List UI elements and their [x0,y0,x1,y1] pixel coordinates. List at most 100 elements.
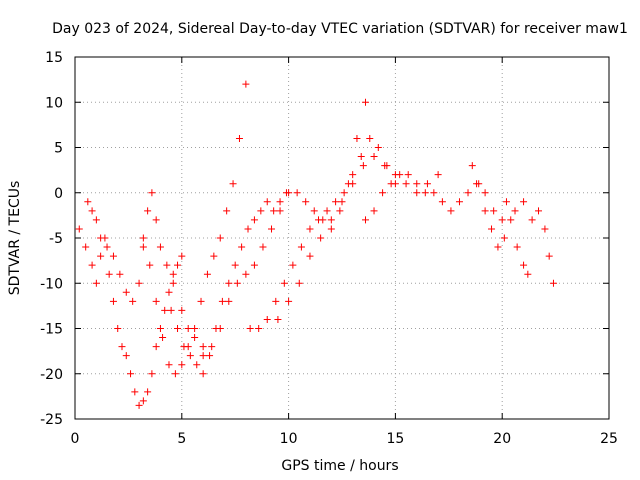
data-point [88,207,96,215]
data-point [327,225,335,233]
data-point [109,297,117,305]
data-point [438,198,446,206]
data-point [92,216,100,224]
data-point [370,207,378,215]
data-point [174,261,182,269]
data-point [306,225,314,233]
data-point [494,243,502,251]
data-point [193,361,201,369]
data-point [297,243,305,251]
x-tick-label: 10 [280,431,298,447]
series-arc-7 [274,153,442,323]
data-point [464,189,472,197]
data-point [152,297,160,305]
data-point [139,234,147,242]
data-point [118,343,126,351]
chart-title: Day 023 of 2024, Sidereal Day-to-day VTE… [52,21,628,37]
data-point [250,216,258,224]
data-point [203,270,211,278]
data-point [135,279,143,287]
data-point [488,225,496,233]
data-point [481,207,489,215]
data-points [75,80,557,409]
y-tick-label: 0 [54,186,63,202]
data-point [447,207,455,215]
data-point [159,334,167,342]
y-tick-label: -10 [40,276,63,292]
data-point [169,270,177,278]
data-point [75,225,83,233]
data-point [528,216,536,224]
data-point [280,279,288,287]
data-point [163,261,171,269]
data-point [84,198,92,206]
data-point [122,288,130,296]
series-arc-5 [199,98,369,360]
x-tick-label: 5 [177,431,186,447]
data-point [293,189,301,197]
data-point [295,279,303,287]
x-tick-label: 15 [386,431,404,447]
data-point [148,370,156,378]
data-point [361,216,369,224]
data-point [191,325,199,332]
data-point [396,171,404,179]
data-point [97,252,105,260]
data-point [238,243,246,251]
data-point [229,180,237,188]
data-point [225,297,233,305]
data-point [197,297,205,305]
data-point [135,401,143,409]
data-point [361,98,369,106]
data-point [171,370,179,378]
data-point [144,388,152,396]
data-point [338,198,346,206]
data-point [302,198,310,206]
data-point [502,198,510,206]
data-point [139,243,147,251]
data-point [144,207,152,215]
data-point [97,234,105,242]
data-point [92,279,100,287]
data-point [381,162,389,170]
data-point [223,207,231,215]
data-point [423,180,431,188]
data-point [327,216,335,224]
y-tick-label: -20 [40,367,63,383]
data-point [549,279,557,287]
y-tick-label: 5 [54,141,63,157]
data-point [270,207,278,215]
plot-frame [74,56,610,420]
data-point [206,352,214,360]
series-arc-9 [468,162,532,278]
x-tick-label: 25 [600,431,618,447]
data-point [520,261,528,269]
data-point [276,198,284,206]
data-point [186,352,194,360]
data-point [379,189,387,197]
data-point [535,207,543,215]
data-point [257,207,265,215]
data-point [231,261,239,269]
data-point [233,279,241,287]
data-point [169,279,177,287]
data-point [210,252,218,260]
data-point [272,297,280,305]
data-point [315,216,323,224]
data-point [167,306,175,314]
data-point [139,397,147,405]
data-point [276,207,284,215]
data-point [402,180,410,188]
data-point [340,189,348,197]
data-point [481,189,489,197]
data-point [174,325,182,332]
data-point [191,334,199,342]
data-point [259,243,267,251]
data-point [105,270,113,278]
data-point [513,243,521,251]
y-tick-label: 10 [45,95,63,111]
x-tick-label: 0 [71,431,80,447]
data-point [116,270,124,278]
series-arc-4 [167,189,290,378]
data-point [349,171,357,179]
